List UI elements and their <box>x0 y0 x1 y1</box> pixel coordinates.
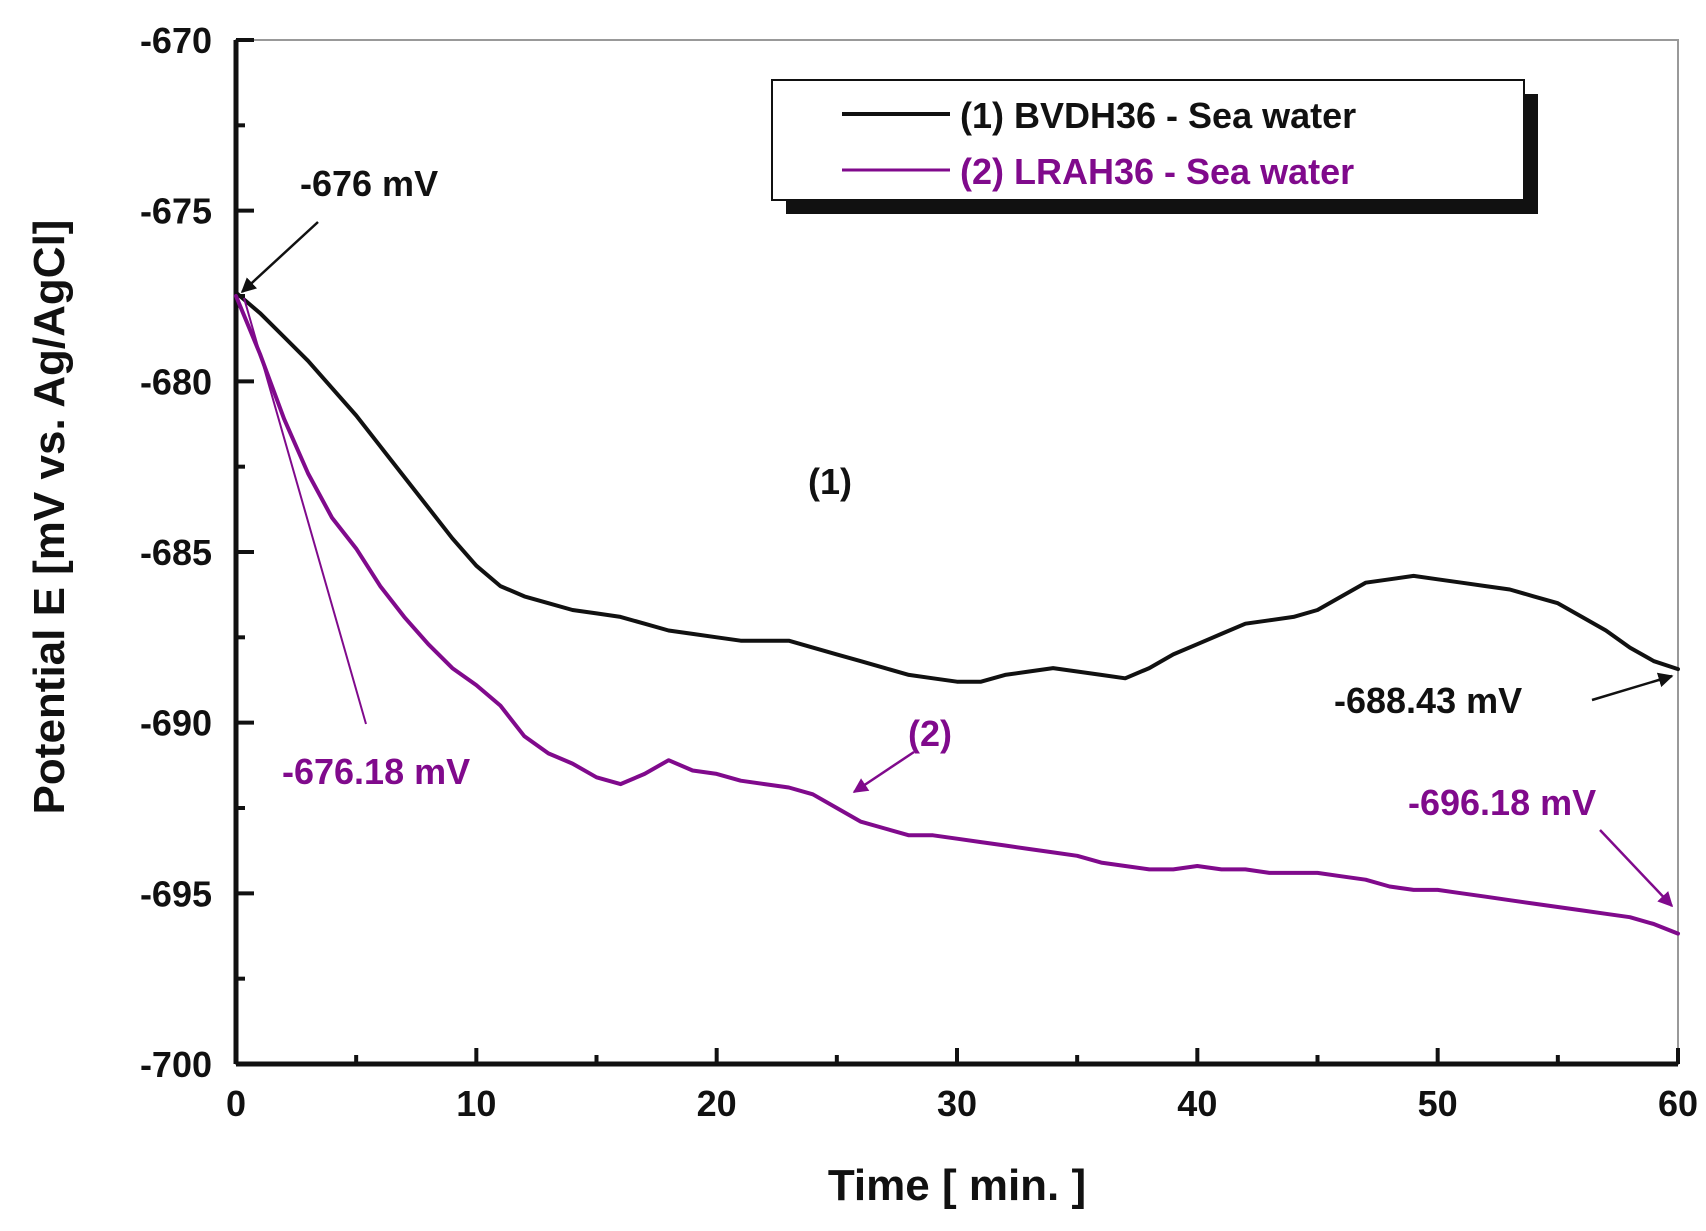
annotation-arrow-end-lrah36 <box>1599 829 1674 908</box>
legend-label-lrah36: (2) LRAH36 - Sea water <box>960 151 1354 192</box>
y-tick-label: -690 <box>140 703 212 744</box>
y-tick-label: -685 <box>140 532 212 573</box>
legend: (1) BVDH36 - Sea water (2) LRAH36 - Sea … <box>771 79 1538 214</box>
annotation-start-lrah36: -676.18 mV <box>282 751 470 792</box>
annotation-curve-label-2: (2) <box>908 713 952 754</box>
y-tick-label: -695 <box>140 873 212 914</box>
x-axis-title: Time [ min. ] <box>828 1161 1086 1210</box>
annotation-arrow-start-bvdh36 <box>240 221 319 294</box>
y-tick-label: -700 <box>140 1044 212 1085</box>
x-tick-label: 10 <box>456 1083 496 1124</box>
annotation-curve-label-1: (1) <box>808 461 852 502</box>
y-tick-label: -670 <box>140 20 212 61</box>
y-tick-label: -675 <box>140 191 212 232</box>
series-layer <box>234 290 1680 936</box>
x-tick-label: 60 <box>1658 1083 1698 1124</box>
x-tick-label: 40 <box>1177 1083 1217 1124</box>
annotation-end-bvdh36: -688.43 mV <box>1334 680 1522 721</box>
annotation-arrow-curve-2 <box>852 750 915 794</box>
y-axis-title: Potential E [mV vs. Ag/AgCl] <box>25 220 74 815</box>
series-line-lrah36 <box>234 294 1680 936</box>
series-line-bvdh36 <box>234 290 1680 684</box>
x-tick-label: 50 <box>1418 1083 1458 1124</box>
x-tick-label: 0 <box>226 1083 246 1124</box>
annotation-arrow-end-bvdh36 <box>1591 672 1674 702</box>
annotation-start-bvdh36: -676 mV <box>300 163 438 204</box>
annotation-end-lrah36: -696.18 mV <box>1408 782 1596 823</box>
annotations: -676 mV -676.18 mV -688.43 mV -696.18 mV… <box>240 163 1674 908</box>
legend-label-bvdh36: (1) BVDH36 - Sea water <box>960 95 1356 136</box>
legend-box <box>771 79 1525 201</box>
x-tick-label: 20 <box>697 1083 737 1124</box>
annotation-arrow-start-lrah36 <box>243 297 367 725</box>
axis-ticks <box>234 38 1680 1066</box>
axis-tick-labels: 0 10 20 30 40 50 60 -670 -675 -680 -685 -690 -695 -70… <box>140 20 1698 1124</box>
y-tick-label: -680 <box>140 361 212 402</box>
x-tick-label: 30 <box>937 1083 977 1124</box>
